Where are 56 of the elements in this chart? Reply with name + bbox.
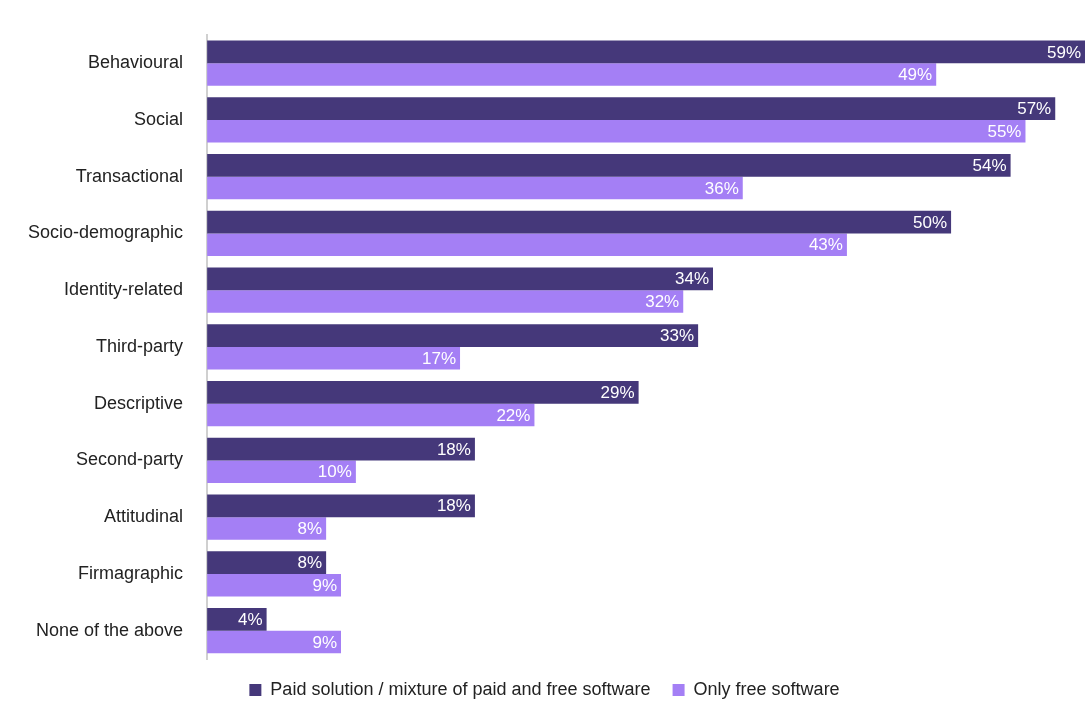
data-label: 33% [660, 326, 695, 346]
bar [207, 380, 639, 404]
bar [207, 437, 475, 461]
data-label: 55% [987, 121, 1022, 141]
bar [207, 630, 341, 654]
data-label: 49% [898, 65, 933, 85]
data-label: 29% [600, 382, 635, 402]
bar [207, 97, 1056, 120]
data-label: 57% [1017, 99, 1052, 119]
bar [207, 517, 327, 540]
bar [207, 233, 847, 257]
bar [207, 176, 743, 200]
y-tick-label: Firmagraphic [78, 562, 184, 583]
bar [207, 210, 952, 234]
data-label: 8% [297, 519, 323, 539]
bar [207, 551, 327, 574]
legend-label: Only free software [693, 678, 840, 699]
bar [207, 267, 713, 291]
data-label: 59% [1046, 42, 1081, 62]
bar [207, 40, 1085, 64]
data-label: 43% [808, 235, 843, 255]
legend-label: Paid solution / mixture of paid and free software [270, 678, 651, 699]
bar [207, 403, 535, 427]
data-label: 4% [238, 609, 263, 629]
y-tick-label: Second-party [76, 449, 184, 470]
bar [207, 346, 461, 370]
y-tick-label: Socio-demographic [27, 222, 184, 243]
bar [207, 573, 341, 597]
bar [207, 63, 937, 86]
data-label: 9% [312, 575, 337, 595]
y-tick-label: Descriptive [94, 392, 184, 413]
data-label: 36% [704, 178, 739, 198]
data-label: 34% [674, 269, 709, 289]
y-tick-label: None of the above [35, 619, 184, 640]
data-label: 18% [436, 439, 471, 459]
bar [207, 494, 475, 518]
y-tick-label: Transactional [75, 165, 184, 186]
bar [207, 153, 1011, 177]
y-tick-label: Identity-related [64, 279, 184, 300]
data-label: 10% [317, 462, 352, 482]
data-label: 54% [972, 156, 1007, 175]
data-label: 18% [436, 496, 471, 516]
y-tick-label: Behavioural [88, 52, 184, 73]
y-tick-label: Third-party [96, 335, 184, 356]
y-tick-label: Attitudinal [104, 506, 184, 527]
data-label: 32% [645, 292, 680, 312]
data-label: 8% [297, 553, 323, 573]
bar [207, 119, 1026, 143]
bar [207, 460, 356, 484]
data-label: 22% [496, 405, 531, 425]
y-tick-label: Social [134, 108, 184, 129]
data-label: 50% [913, 212, 948, 232]
bar [207, 290, 684, 313]
data-label: 17% [422, 348, 457, 368]
data-label: 9% [312, 632, 337, 652]
bar [207, 324, 699, 347]
